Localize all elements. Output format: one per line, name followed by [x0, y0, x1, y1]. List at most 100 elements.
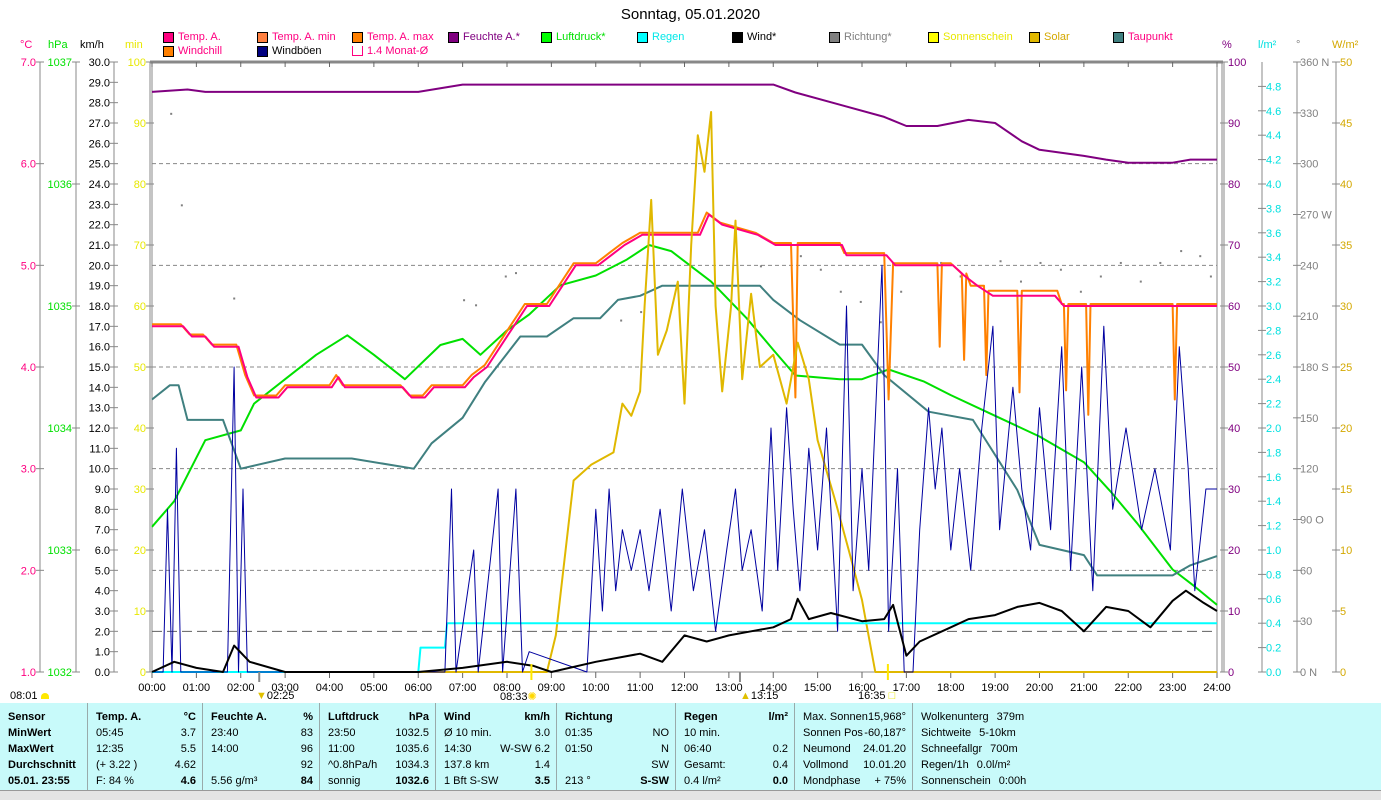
sunset-marker: 16:35 □: [858, 690, 895, 702]
y-tick-label-wm2: 35: [1340, 240, 1352, 252]
y-tick-label-c: 7.0: [21, 57, 36, 69]
y-tick-label-kmh: 11.0: [89, 443, 110, 455]
summary-row: Sensor: [8, 709, 81, 725]
y-tick-label-deg: 90 O: [1300, 515, 1324, 527]
summary-label: Luftdruck: [328, 711, 379, 723]
summary-label: Gesamt:: [684, 759, 726, 771]
summary-row: Luftdruck hPa: [328, 709, 429, 725]
summary-row: 11:00 1035.6: [328, 741, 429, 757]
summary-value: 0.4: [772, 759, 788, 771]
y-tick-label-kmh: 1.0: [95, 647, 110, 659]
legend-label: Windchill: [178, 45, 223, 57]
summary-label: 23:50: [328, 727, 356, 739]
summary-label: F: 84 %: [96, 775, 134, 787]
y-tick-label-rain: 4.4: [1266, 130, 1281, 142]
unit-rain: l/m²: [1258, 39, 1277, 51]
y-tick-label-rain: 4.2: [1266, 155, 1281, 167]
summary-column: Regen l/m² 10 min. 06:40 0.2 Gesamt: 0.4 0.4 l/…: [676, 703, 795, 790]
legend-item: Regen: [637, 31, 684, 43]
legend-swatch: [637, 31, 648, 43]
y-tick-label-deg: 330: [1300, 108, 1318, 120]
summary-label: Ø 10 min.: [444, 727, 492, 739]
summary-row: Mondphase + 75%: [803, 773, 906, 789]
summary-label: Vollmond: [803, 759, 849, 771]
summary-row: 23:50 1032.5: [328, 725, 429, 741]
summary-column: Sensor MinWert MaxWert Durchschnitt 05.01. 2…: [0, 703, 88, 790]
summary-row: Durchschnitt: [8, 757, 81, 773]
y-tick-label-pct: 100: [1228, 57, 1246, 69]
direction-point: [1119, 261, 1122, 264]
summary-value: °C: [183, 711, 196, 723]
summary-label: MinWert: [8, 727, 52, 739]
y-tick-label-rain: 3.6: [1266, 228, 1281, 240]
y-tick-label-kmh: 26.0: [89, 138, 110, 150]
summary-value: 4.6: [180, 775, 196, 787]
y-tick-label-pct: 0: [1228, 667, 1234, 679]
chart-canvas: 00:00 01:00 02:00 03:00 04:00 05:00 06:00 07:00…: [21, 57, 1353, 694]
y-tick-label-kmh: 6.0: [95, 545, 110, 557]
y-tick-label-rain: 1.8: [1266, 447, 1281, 459]
x-tick-label: 00:00: [138, 682, 166, 694]
summary-label: Durchschnitt: [8, 759, 76, 771]
summary-label: Regen/1h: [921, 759, 969, 771]
summary-column: Temp. A. °C 05:45 3.7 12:35 5.5 (+ 3.22 ) 4.62 F…: [88, 703, 203, 790]
summary-value: 4.62: [174, 759, 196, 771]
y-tick-label-kmh: 19.0: [89, 281, 110, 293]
summary-row: sonnig 1032.6: [328, 773, 429, 789]
summary-row: MaxWert: [8, 741, 81, 757]
y-tick-label-kmh: 24.0: [89, 179, 110, 191]
summary-value: + 75%: [874, 775, 907, 787]
y-tick-label-min: 40: [134, 423, 146, 435]
summary-label: MaxWert: [8, 743, 54, 755]
summary-value: 1034.3: [395, 759, 429, 771]
y-tick-label-c: 3.0: [21, 464, 36, 476]
summary-label: Max. Sonnen: [803, 711, 868, 723]
y-tick-label-kmh: 9.0: [95, 484, 110, 496]
direction-point: [620, 319, 623, 322]
summary-row: 01:35 NO: [565, 725, 669, 741]
y-tick-label-deg: 60: [1300, 565, 1312, 577]
summary-row: 23:40 83: [211, 725, 313, 741]
moonrise-icon: [40, 693, 49, 699]
moonset-marker: ▼02:25: [256, 690, 294, 702]
direction-point: [1180, 250, 1183, 253]
legend-swatch: [732, 31, 743, 43]
x-tick-label: 09:00: [538, 682, 566, 694]
series-windböen: [152, 264, 1217, 673]
legend-swatch: [829, 31, 840, 43]
summary-row: 05:45 3.7: [96, 725, 196, 741]
y-tick-label-rain: 3.2: [1266, 277, 1281, 289]
summary-value: km/h: [524, 711, 550, 723]
direction-point: [1059, 268, 1062, 271]
x-tick-label: 15:00: [804, 682, 832, 694]
x-tick-label: 23:00: [1159, 682, 1187, 694]
summary-value: 1032.6: [395, 775, 429, 787]
y-tick-label-wm2: 45: [1340, 118, 1352, 130]
y-tick-label-kmh: 5.0: [95, 565, 110, 577]
legend-label: Sonnenschein: [943, 31, 1013, 43]
legend-swatch: [163, 31, 174, 43]
summary-label: 01:50: [565, 743, 593, 755]
y-tick-label-c: 6.0: [21, 159, 36, 171]
legend-label: Taupunkt: [1128, 31, 1173, 43]
unit-celsius: °C: [20, 39, 33, 51]
summary-label: Neumond: [803, 743, 851, 755]
summary-label: 14:30: [444, 743, 472, 755]
y-tick-label-rain: 3.0: [1266, 301, 1281, 313]
y-tick-label-kmh: 13.0: [89, 403, 110, 415]
y-tick-label-kmh: 21.0: [89, 240, 110, 252]
legend-item: Sonnenschein: [928, 31, 1013, 43]
summary-row: Gesamt: 0.4: [684, 757, 788, 773]
y-tick-label-kmh: 23.0: [89, 199, 110, 211]
series-regen: [152, 622, 1217, 673]
y-tick-label-deg: 300: [1300, 159, 1318, 171]
legend-swatch: [352, 46, 363, 56]
y-tick-label-kmh: 16.0: [89, 342, 110, 354]
legend-item: Wind*: [732, 31, 776, 43]
legend-swatch: [257, 31, 268, 43]
legend-item: Luftdruck*: [541, 31, 606, 43]
y-tick-label-kmh: 17.0: [89, 321, 110, 333]
summary-row: Regen l/m²: [684, 709, 788, 725]
y-tick-label-rain: 2.0: [1266, 423, 1281, 435]
direction-point: [999, 260, 1002, 263]
